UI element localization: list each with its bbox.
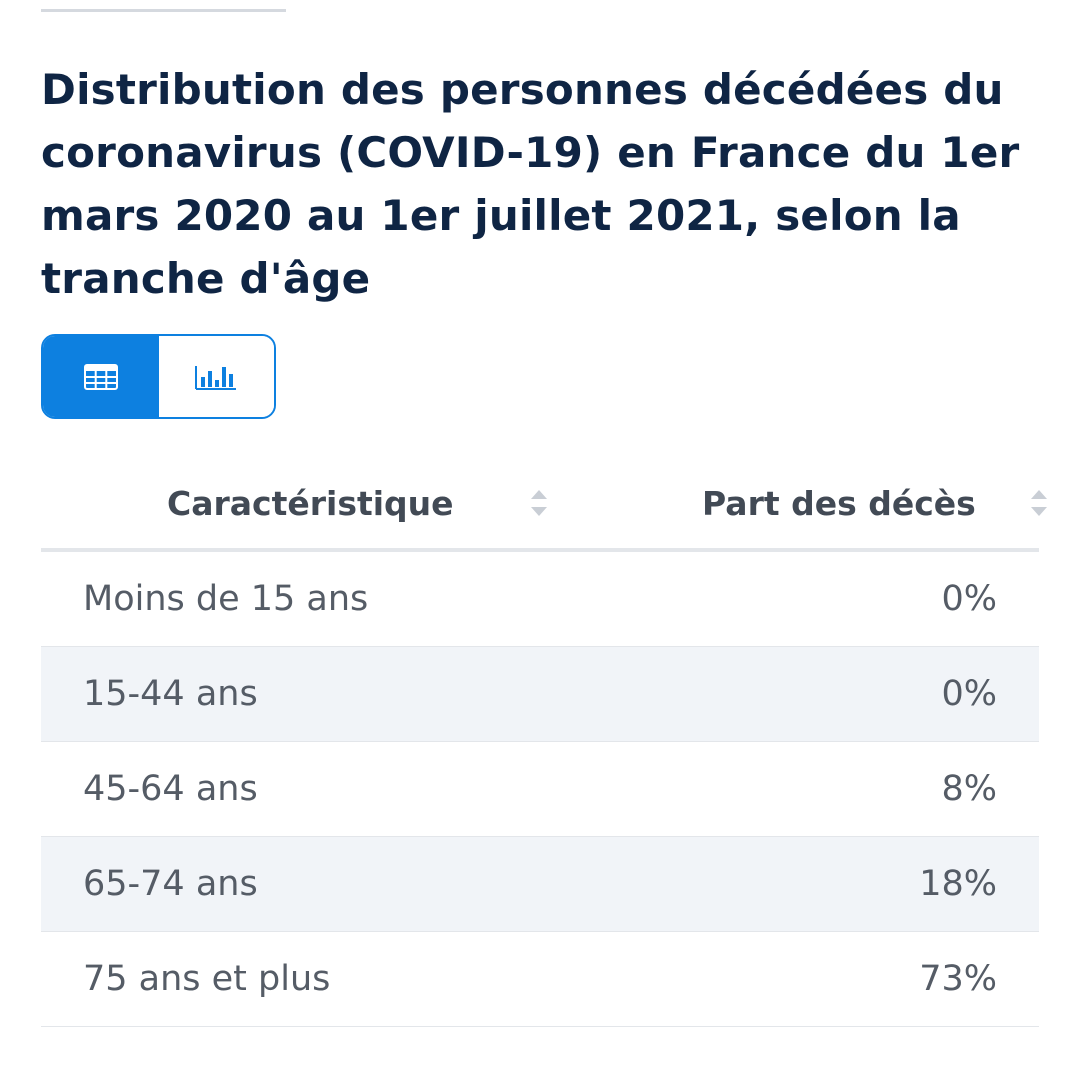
table-row: 75 ans et plus 73% bbox=[41, 931, 1039, 1027]
row-label: 75 ans et plus bbox=[41, 931, 566, 1027]
row-label: 45-64 ans bbox=[41, 741, 566, 837]
sort-icon[interactable] bbox=[1028, 486, 1050, 520]
table-row: Moins de 15 ans 0% bbox=[41, 550, 1039, 647]
table-icon bbox=[83, 363, 118, 390]
row-value: 0% bbox=[566, 646, 1039, 742]
row-label: Moins de 15 ans bbox=[41, 550, 566, 647]
row-value: 73% bbox=[566, 931, 1039, 1027]
column-header-caracteristique[interactable]: Caractéristique bbox=[41, 458, 566, 552]
table-header-row: Caractéristique Part des décès bbox=[41, 458, 1047, 552]
top-divider bbox=[41, 9, 286, 12]
row-label: 65-74 ans bbox=[41, 836, 566, 932]
column-header-part-des-deces[interactable]: Part des décès bbox=[566, 458, 1047, 552]
data-table: Caractéristique Part des décès Moins de bbox=[41, 458, 1047, 1027]
view-toggle bbox=[41, 334, 276, 419]
table-view-button[interactable] bbox=[43, 336, 159, 417]
bar-chart-icon bbox=[195, 365, 237, 390]
page-title: Distribution des personnes décédées du c… bbox=[41, 65, 1020, 303]
sort-icon[interactable] bbox=[528, 486, 550, 520]
row-label: 15-44 ans bbox=[41, 646, 566, 742]
column-header-label: Caractéristique bbox=[167, 483, 454, 523]
table-row: 15-44 ans 0% bbox=[41, 646, 1039, 742]
table-row: 65-74 ans 18% bbox=[41, 836, 1039, 932]
table-row: 45-64 ans 8% bbox=[41, 741, 1039, 837]
row-value: 18% bbox=[566, 836, 1039, 932]
chart-view-button[interactable] bbox=[158, 336, 274, 417]
column-header-label: Part des décès bbox=[702, 483, 976, 523]
row-value: 0% bbox=[566, 550, 1039, 647]
row-value: 8% bbox=[566, 741, 1039, 837]
